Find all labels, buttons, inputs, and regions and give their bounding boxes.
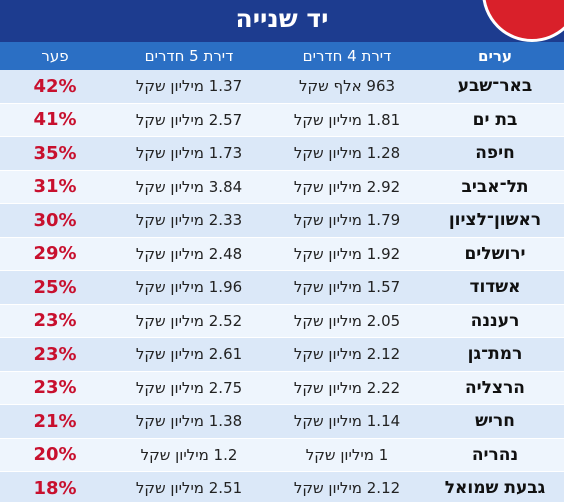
table-row: חריש 1.14 מיליון שקל 1.38 מיליון שקל 21%: [0, 405, 564, 439]
cell-five-rooms-price: 2.52 מיליון שקל: [135, 311, 243, 330]
cell-five-rooms-price: 1.96 מיליון שקל: [135, 278, 243, 297]
cell-city: בת ים: [472, 109, 518, 130]
cell-gap-percent: 23%: [33, 377, 77, 399]
header-four-rooms: דירת 4 חדרים: [302, 47, 392, 65]
table-row: בת ים 1.81 מיליון שקל 2.57 מיליון שקל 41%: [0, 103, 564, 137]
cell-gap-percent: 20%: [33, 444, 77, 466]
table-row: תל־אביב 2.92 מיליון שקל 3.84 מיליון שקל 31%: [0, 170, 564, 204]
cell-five-rooms-price: 2.61 מיליון שקל: [135, 345, 243, 364]
table-row: חיפה 1.28 מיליון שקל 1.73 מיליון שקל 35%: [0, 137, 564, 171]
cell-four-rooms-price: 2.22 מיליון שקל: [293, 378, 401, 397]
cell-four-rooms-price: 2.12 מיליון שקל: [293, 479, 401, 498]
table-body: באר־שבע 963 אלף שקל 1.37 מיליון שקל 42% בת י…: [0, 70, 564, 502]
cell-four-rooms-price: 2.12 מיליון שקל: [293, 345, 401, 364]
cell-gap-percent: 29%: [33, 243, 77, 265]
cell-four-rooms-price: 2.05 מיליון שקל: [293, 311, 401, 330]
table-header: ערים דירת 4 חדרים דירת 5 חדרים פער: [0, 42, 564, 70]
cell-five-rooms-price: 2.75 מיליון שקל: [135, 378, 243, 397]
cell-city: רמת־גן: [467, 344, 523, 365]
cell-five-rooms-price: 1.2 מיליון שקל: [140, 445, 238, 464]
cell-gap-percent: 23%: [33, 343, 77, 365]
table-row: רמת־גן 2.12 מיליון שקל 2.61 מיליון שקל 23%: [0, 338, 564, 372]
cell-four-rooms-price: 1.28 מיליון שקל: [293, 144, 401, 163]
cell-city: נהריה: [471, 444, 519, 465]
cell-city: ירושלים: [464, 243, 526, 264]
cell-four-rooms-price: 1.92 מיליון שקל: [293, 244, 401, 263]
header-city: ערים: [478, 47, 512, 65]
cell-city: ראשון־לציון: [448, 210, 542, 231]
cell-city: חיפה: [475, 143, 515, 164]
cell-city: הרצליה: [465, 377, 525, 398]
cell-city: חריש: [475, 411, 515, 432]
cell-five-rooms-price: 1.38 מיליון שקל: [135, 412, 243, 431]
cell-gap-percent: 41%: [33, 109, 77, 131]
cell-gap-percent: 31%: [33, 176, 77, 198]
table-row: רעננה 2.05 מיליון שקל 2.52 מיליון שקל 23%: [0, 304, 564, 338]
title-bar: יד שנייה: [0, 0, 564, 42]
cell-city: תל־אביב: [461, 176, 529, 197]
table-row: נהריה 1 מיליון שקל 1.2 מיליון שקל 20%: [0, 438, 564, 472]
table-row: גבעת שמואל 2.12 מיליון שקל 2.51 מיליון שקל…: [0, 472, 564, 502]
cell-five-rooms-price: 1.37 מיליון שקל: [135, 77, 243, 96]
cell-city: רעננה: [470, 310, 520, 331]
header-gap: פער: [41, 47, 69, 65]
cell-five-rooms-price: 2.51 מיליון שקל: [135, 479, 243, 498]
table-row: ראשון־לציון 1.79 מיליון שקל 2.33 מיליון שק…: [0, 204, 564, 238]
cell-gap-percent: 23%: [33, 310, 77, 332]
cell-four-rooms-price: 1.57 מיליון שקל: [293, 278, 401, 297]
cell-gap-percent: 25%: [33, 276, 77, 298]
cell-five-rooms-price: 2.33 מיליון שקל: [135, 211, 243, 230]
page-title: יד שנייה: [235, 4, 329, 33]
cell-city: אשדוד: [469, 277, 521, 298]
cell-gap-percent: 42%: [33, 75, 77, 97]
cell-gap-percent: 35%: [33, 142, 77, 164]
table-row: אשדוד 1.57 מיליון שקל 1.96 מיליון שקל 25%: [0, 271, 564, 305]
cell-five-rooms-price: 3.84 מיליון שקל: [135, 177, 243, 196]
cell-five-rooms-price: 2.57 מיליון שקל: [135, 110, 243, 129]
cell-four-rooms-price: 963 אלף שקל: [298, 77, 396, 96]
cell-four-rooms-price: 1.81 מיליון שקל: [293, 110, 401, 129]
cell-city: גבעת שמואל: [444, 478, 546, 499]
cell-four-rooms-price: 1 מיליון שקל: [305, 445, 389, 464]
table-row: ירושלים 1.92 מיליון שקל 2.48 מיליון שקל 29%: [0, 237, 564, 271]
cell-four-rooms-price: 1.14 מיליון שקל: [293, 412, 401, 431]
cell-five-rooms-price: 2.48 מיליון שקל: [135, 244, 243, 263]
cell-gap-percent: 21%: [33, 410, 77, 432]
cell-gap-percent: 30%: [33, 209, 77, 231]
table-row: באר־שבע 963 אלף שקל 1.37 מיליון שקל 42%: [0, 70, 564, 104]
header-five-rooms: דירת 5 חדרים: [144, 47, 234, 65]
cell-four-rooms-price: 1.79 מיליון שקל: [293, 211, 401, 230]
cell-city: באר־שבע: [457, 76, 533, 97]
cell-gap-percent: 18%: [33, 477, 77, 499]
table-row: הרצליה 2.22 מיליון שקל 2.75 מיליון שקל 23%: [0, 371, 564, 405]
cell-five-rooms-price: 1.73 מיליון שקל: [135, 144, 243, 163]
cell-four-rooms-price: 2.92 מיליון שקל: [293, 177, 401, 196]
